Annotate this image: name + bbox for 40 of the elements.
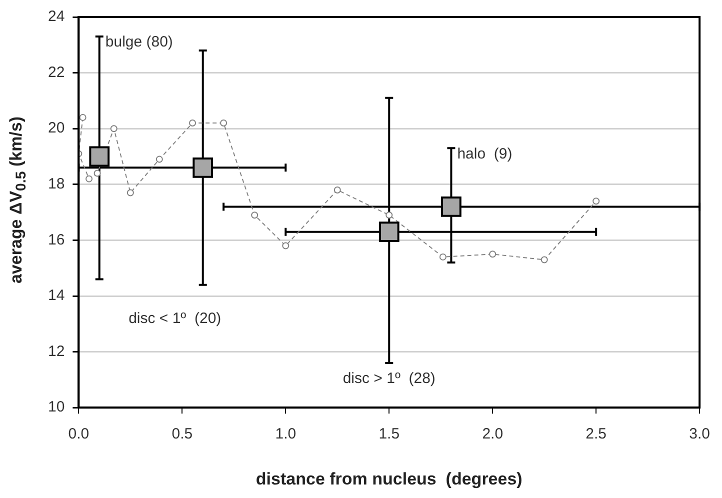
point	[386, 212, 393, 219]
point	[251, 212, 258, 219]
x-tick-label: 1.5	[378, 426, 400, 443]
point	[110, 125, 118, 132]
point	[156, 156, 163, 163]
x-tick-label: 2.0	[482, 426, 504, 443]
annotation: bulge (80)	[105, 34, 173, 51]
point	[592, 198, 600, 205]
annotation: disc < 1º (20)	[128, 310, 222, 327]
x-axis-title: distance from nucleus (degrees)	[256, 469, 522, 488]
point	[378, 222, 400, 242]
point	[334, 186, 341, 194]
annotation: halo (9)	[457, 145, 512, 162]
y-tick-label: 18	[48, 176, 65, 193]
x-tick-label: 3.0	[689, 426, 710, 443]
point	[540, 256, 548, 264]
y-tick-label: 14	[48, 287, 65, 304]
point	[192, 157, 214, 178]
point	[282, 242, 290, 250]
point	[189, 120, 196, 127]
x-tick-label: 1.0	[275, 426, 296, 443]
point	[94, 170, 101, 177]
point	[220, 120, 228, 127]
y-tick-label: 16	[48, 231, 65, 248]
point	[126, 189, 134, 196]
y-tick-label: 10	[48, 398, 65, 416]
y-tick-label: 22	[48, 64, 65, 81]
point	[79, 114, 86, 121]
point	[86, 175, 93, 182]
y-tick-label: 24	[48, 8, 65, 26]
point	[489, 250, 496, 258]
y-tick-label: 20	[48, 120, 65, 137]
point	[441, 196, 462, 217]
y-tick-label: 12	[48, 342, 65, 360]
annotation: disc > 1º (28)	[342, 370, 436, 388]
point	[439, 253, 446, 260]
point	[89, 146, 110, 167]
x-tick-label: 0.5	[172, 426, 193, 443]
x-tick-label: 0.0	[68, 426, 90, 443]
x-tick-label: 2.5	[586, 426, 607, 443]
